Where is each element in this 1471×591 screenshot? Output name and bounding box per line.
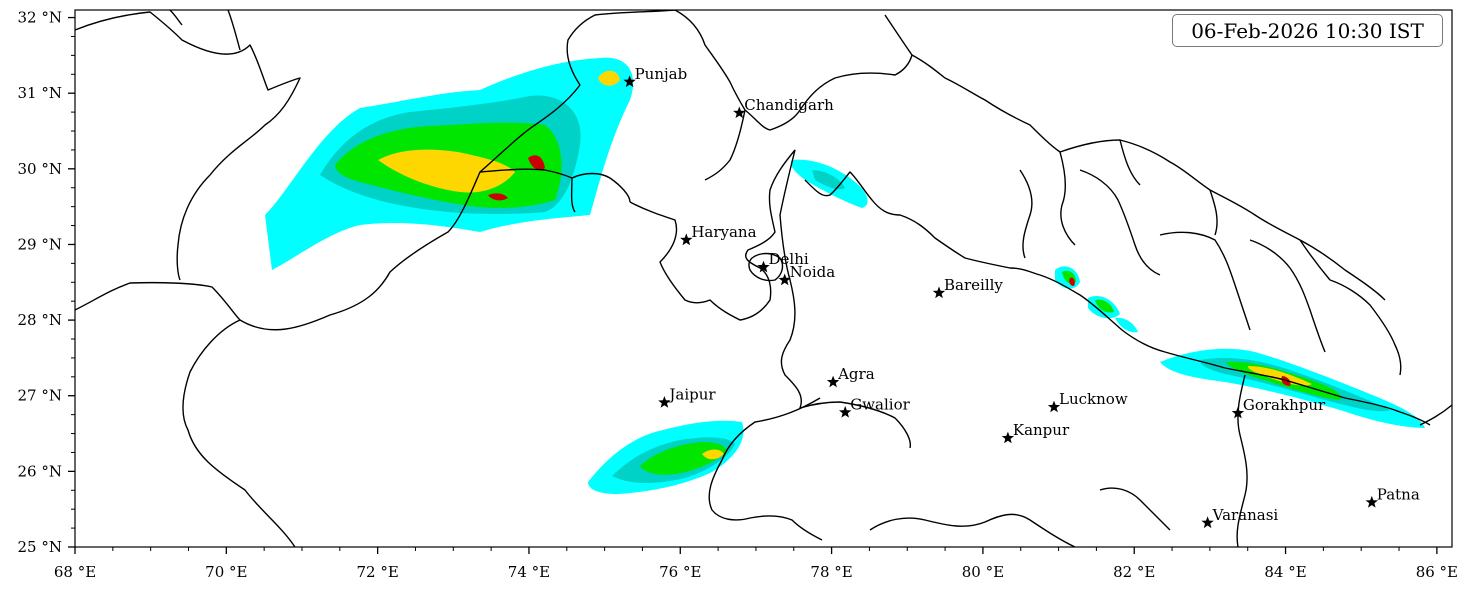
city-star-icon: [1231, 406, 1245, 419]
city-star-icon: [1201, 516, 1214, 529]
precip-band-uttarakhand-level2: [812, 170, 845, 190]
city-star-icon: [623, 75, 636, 88]
city-star-icon: [733, 106, 746, 119]
border-delhi: [748, 252, 784, 282]
city-star-icon: [1001, 431, 1015, 444]
border-nepal-south: [1039, 274, 1431, 426]
border-india-pakistan: [182, 84, 581, 547]
city-star-icon: [658, 396, 671, 408]
city-label: Agra: [837, 365, 875, 383]
precip-band-east-level4: [1248, 366, 1312, 386]
city-label: Punjab: [635, 65, 688, 83]
city-star-icon: [826, 375, 840, 388]
x-tick-label: 72 °E: [356, 563, 398, 581]
border-nepal-province-2: [1079, 139, 1161, 276]
border-up-west: [779, 149, 912, 449]
y-tick-label: 27 °N: [18, 387, 62, 405]
x-tick-label: 82 °E: [1113, 563, 1155, 581]
x-tick-label: 80 °E: [962, 563, 1004, 581]
y-tick-label: 30 °N: [18, 160, 62, 178]
y-axis: 25 °N 26 °N 27 °N 28 °N 29 °N 30 °N 31 °N 32 °N: [18, 9, 75, 556]
city-label: Bareilly: [944, 276, 1003, 294]
border-rajasthan-mp: [708, 397, 823, 541]
border-up-mp-south: [869, 487, 1171, 547]
border-bihar-east: [1419, 404, 1452, 426]
border-haryana: [629, 149, 796, 321]
city-star-icon: [778, 273, 791, 286]
y-tick-label: 28 °N: [18, 311, 62, 329]
border-nepal-north: [1059, 139, 1386, 301]
y-tick-label: 31 °N: [18, 84, 62, 102]
border-bihar-up: [1236, 374, 1248, 547]
y-tick-label: 29 °N: [18, 235, 62, 253]
border-chandigarh-region: [704, 109, 801, 181]
x-axis: 68 °E 70 °E 72 °E 74 °E 76 °E 78 °E 80 °E 82 °E…: [54, 547, 1458, 581]
precip-core-west-1: [488, 193, 508, 201]
precip-band-jaipur-level3: [640, 442, 727, 475]
x-tick-label: 76 °E: [659, 563, 701, 581]
city-star-icon: [757, 260, 770, 273]
city-star-icon: [1365, 495, 1378, 508]
city-label: Patna: [1377, 485, 1420, 503]
border-nepal-province-4: [1249, 239, 1331, 353]
border-pakistan-internal-3: [169, 10, 241, 51]
border-pakistan-internal-1: [75, 11, 301, 281]
borders-layer: [75, 10, 1452, 547]
city-label: Haryana: [691, 223, 756, 241]
precip-spot-punjab-level4: [598, 70, 620, 86]
city-label: Gwalior: [850, 395, 910, 413]
x-tick-label: 74 °E: [508, 563, 550, 581]
city-label: Gorakhpur: [1243, 396, 1326, 414]
border-nepal-province-3: [1159, 189, 1251, 331]
city-star-icon: [932, 286, 946, 299]
x-tick-label: 70 °E: [205, 563, 247, 581]
plot-frame: [74, 9, 1453, 548]
city-star-icon: [680, 233, 693, 246]
city-label: Kanpur: [1013, 421, 1070, 439]
precip-band-west-level4: [378, 149, 515, 193]
x-tick-label: 78 °E: [810, 563, 852, 581]
timestamp-label: 06-Feb-2026 10:30 IST: [1172, 14, 1443, 47]
city-label: Delhi: [769, 250, 809, 268]
city-label: Lucknow: [1059, 390, 1128, 408]
city-star-icon: [1047, 400, 1061, 413]
city-label: Noida: [790, 263, 836, 281]
y-tick-label: 26 °N: [18, 462, 62, 480]
border-uttarakhand: [799, 14, 1061, 153]
city-label: Jaipur: [667, 386, 716, 404]
precip-band-jaipur-level4: [702, 449, 724, 460]
city-star-icon: [839, 405, 852, 418]
city-label: Varanasi: [1212, 506, 1279, 524]
y-tick-label: 25 °N: [18, 538, 62, 556]
border-nepal-province-1: [1019, 151, 1076, 259]
x-tick-label: 84 °E: [1264, 563, 1306, 581]
precip-patch-nepal-1-level5: [1069, 277, 1075, 286]
x-tick-label: 68 °E: [54, 563, 96, 581]
city-label: Chandigarh: [744, 96, 834, 114]
y-tick-label: 32 °N: [18, 9, 62, 27]
precipitation-layer: [265, 57, 1425, 494]
border-punjab-south: [479, 168, 631, 213]
precip-core-west-2: [528, 155, 545, 170]
x-tick-label: 86 °E: [1416, 563, 1458, 581]
precip-patch-nepal-3-level1: [1115, 317, 1138, 333]
border-nepal-province-5: [1329, 279, 1402, 376]
precip-patch-nepal-2-level3: [1095, 299, 1114, 313]
border-pakistan-internal-2: [75, 281, 241, 321]
border-uttarakhand-south: [804, 171, 1041, 276]
